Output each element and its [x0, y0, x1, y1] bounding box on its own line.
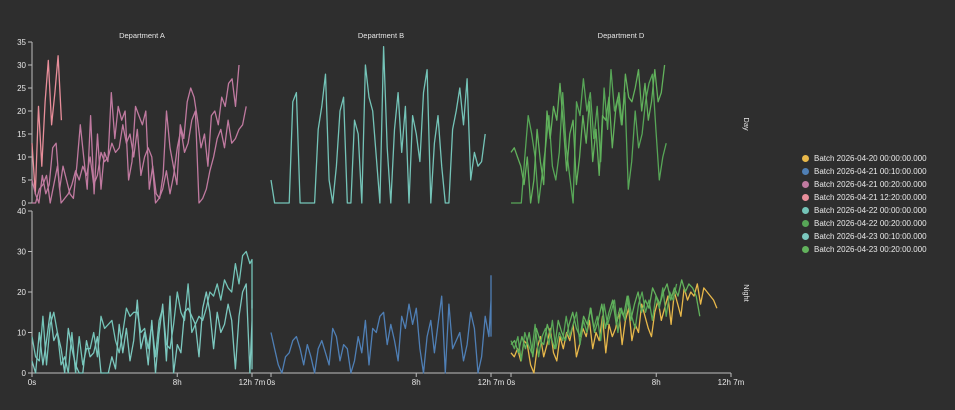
legend-item[interactable]: Batch 2026-04-22 00:00:00.000: [802, 204, 927, 217]
legend-label: Batch 2026-04-21 00:10:00.000: [814, 167, 927, 176]
y-tick-label: 10: [17, 153, 26, 162]
facet-title-column: Department B: [358, 31, 404, 40]
x-tick-label: 8h: [652, 378, 661, 387]
y-tick-label: 0: [22, 369, 27, 378]
legend-swatch-icon: [802, 194, 809, 201]
legend-swatch-icon: [802, 207, 809, 214]
y-tick-label: 25: [17, 84, 26, 93]
y-tick-label: 20: [17, 288, 26, 297]
series-line: [31, 250, 253, 374]
x-tick-label: 12h 7m: [718, 378, 745, 387]
y-tick-label: 5: [22, 176, 27, 185]
series-line: [510, 283, 718, 374]
legend-swatch-icon: [802, 233, 809, 240]
legend-label: Batch 2026-04-21 00:20:00.000: [814, 180, 927, 189]
legend-swatch-icon: [802, 181, 809, 188]
y-tick-label: 35: [17, 38, 26, 47]
y-tick-label: 30: [17, 61, 26, 70]
legend-label: Batch 2026-04-22 00:20:00.000: [814, 219, 927, 228]
series-line: [270, 45, 486, 204]
x-tick-label: 12h 7m: [478, 378, 505, 387]
legend-label: Batch 2026-04-20 00:00:00.000: [814, 154, 927, 163]
x-tick-label: 8h: [173, 378, 182, 387]
y-tick-label: 30: [17, 248, 26, 257]
legend-swatch-icon: [802, 155, 809, 162]
y-tick-label: 0: [22, 199, 27, 208]
facet-title-row: Night: [742, 284, 751, 302]
x-tick-label: 8h: [412, 378, 421, 387]
series-line: [270, 275, 492, 374]
legend-label: Batch 2026-04-22 00:00:00.000: [814, 206, 927, 215]
legend-item[interactable]: Batch 2026-04-23 00:10:00.000: [802, 230, 927, 243]
legend-item[interactable]: Batch 2026-04-22 00:20:00.000: [802, 217, 927, 230]
legend-swatch-icon: [802, 168, 809, 175]
legend-item[interactable]: Batch 2026-04-23 00:20:00.000: [802, 243, 927, 256]
series-line: [31, 64, 240, 204]
legend-item[interactable]: Batch 2026-04-21 12:20:00.000: [802, 191, 927, 204]
legend-swatch-icon: [802, 220, 809, 227]
legend: Batch 2026-04-20 00:00:00.000 Batch 2026-…: [802, 152, 927, 256]
legend-item[interactable]: Batch 2026-04-21 00:10:00.000: [802, 165, 927, 178]
legend-label: Batch 2026-04-23 00:20:00.000: [814, 245, 927, 254]
y-tick-label: 20: [17, 107, 26, 116]
legend-label: Batch 2026-04-21 12:20:00.000: [814, 193, 927, 202]
legend-label: Batch 2026-04-23 00:10:00.000: [814, 232, 927, 241]
facet-title-row: Day: [742, 117, 751, 131]
series-line: [31, 55, 63, 195]
legend-item[interactable]: Batch 2026-04-20 00:00:00.000: [802, 152, 927, 165]
series-line: [32, 106, 247, 204]
facet-title-column: Department D: [598, 31, 645, 40]
legend-swatch-icon: [802, 246, 809, 253]
x-tick-label: 12h 7m: [239, 378, 266, 387]
series-line: [31, 283, 253, 374]
series-line: [510, 64, 666, 204]
facet-title-column: Department A: [119, 31, 165, 40]
series-line: [510, 279, 701, 358]
x-tick-label: 0s: [507, 378, 515, 387]
legend-item[interactable]: Batch 2026-04-21 00:20:00.000: [802, 178, 927, 191]
x-tick-label: 0s: [28, 378, 36, 387]
y-tick-label: 40: [17, 207, 26, 216]
series-line: [511, 68, 667, 204]
y-tick-label: 15: [17, 130, 26, 139]
y-tick-label: 10: [17, 329, 26, 338]
x-tick-label: 0s: [267, 378, 275, 387]
